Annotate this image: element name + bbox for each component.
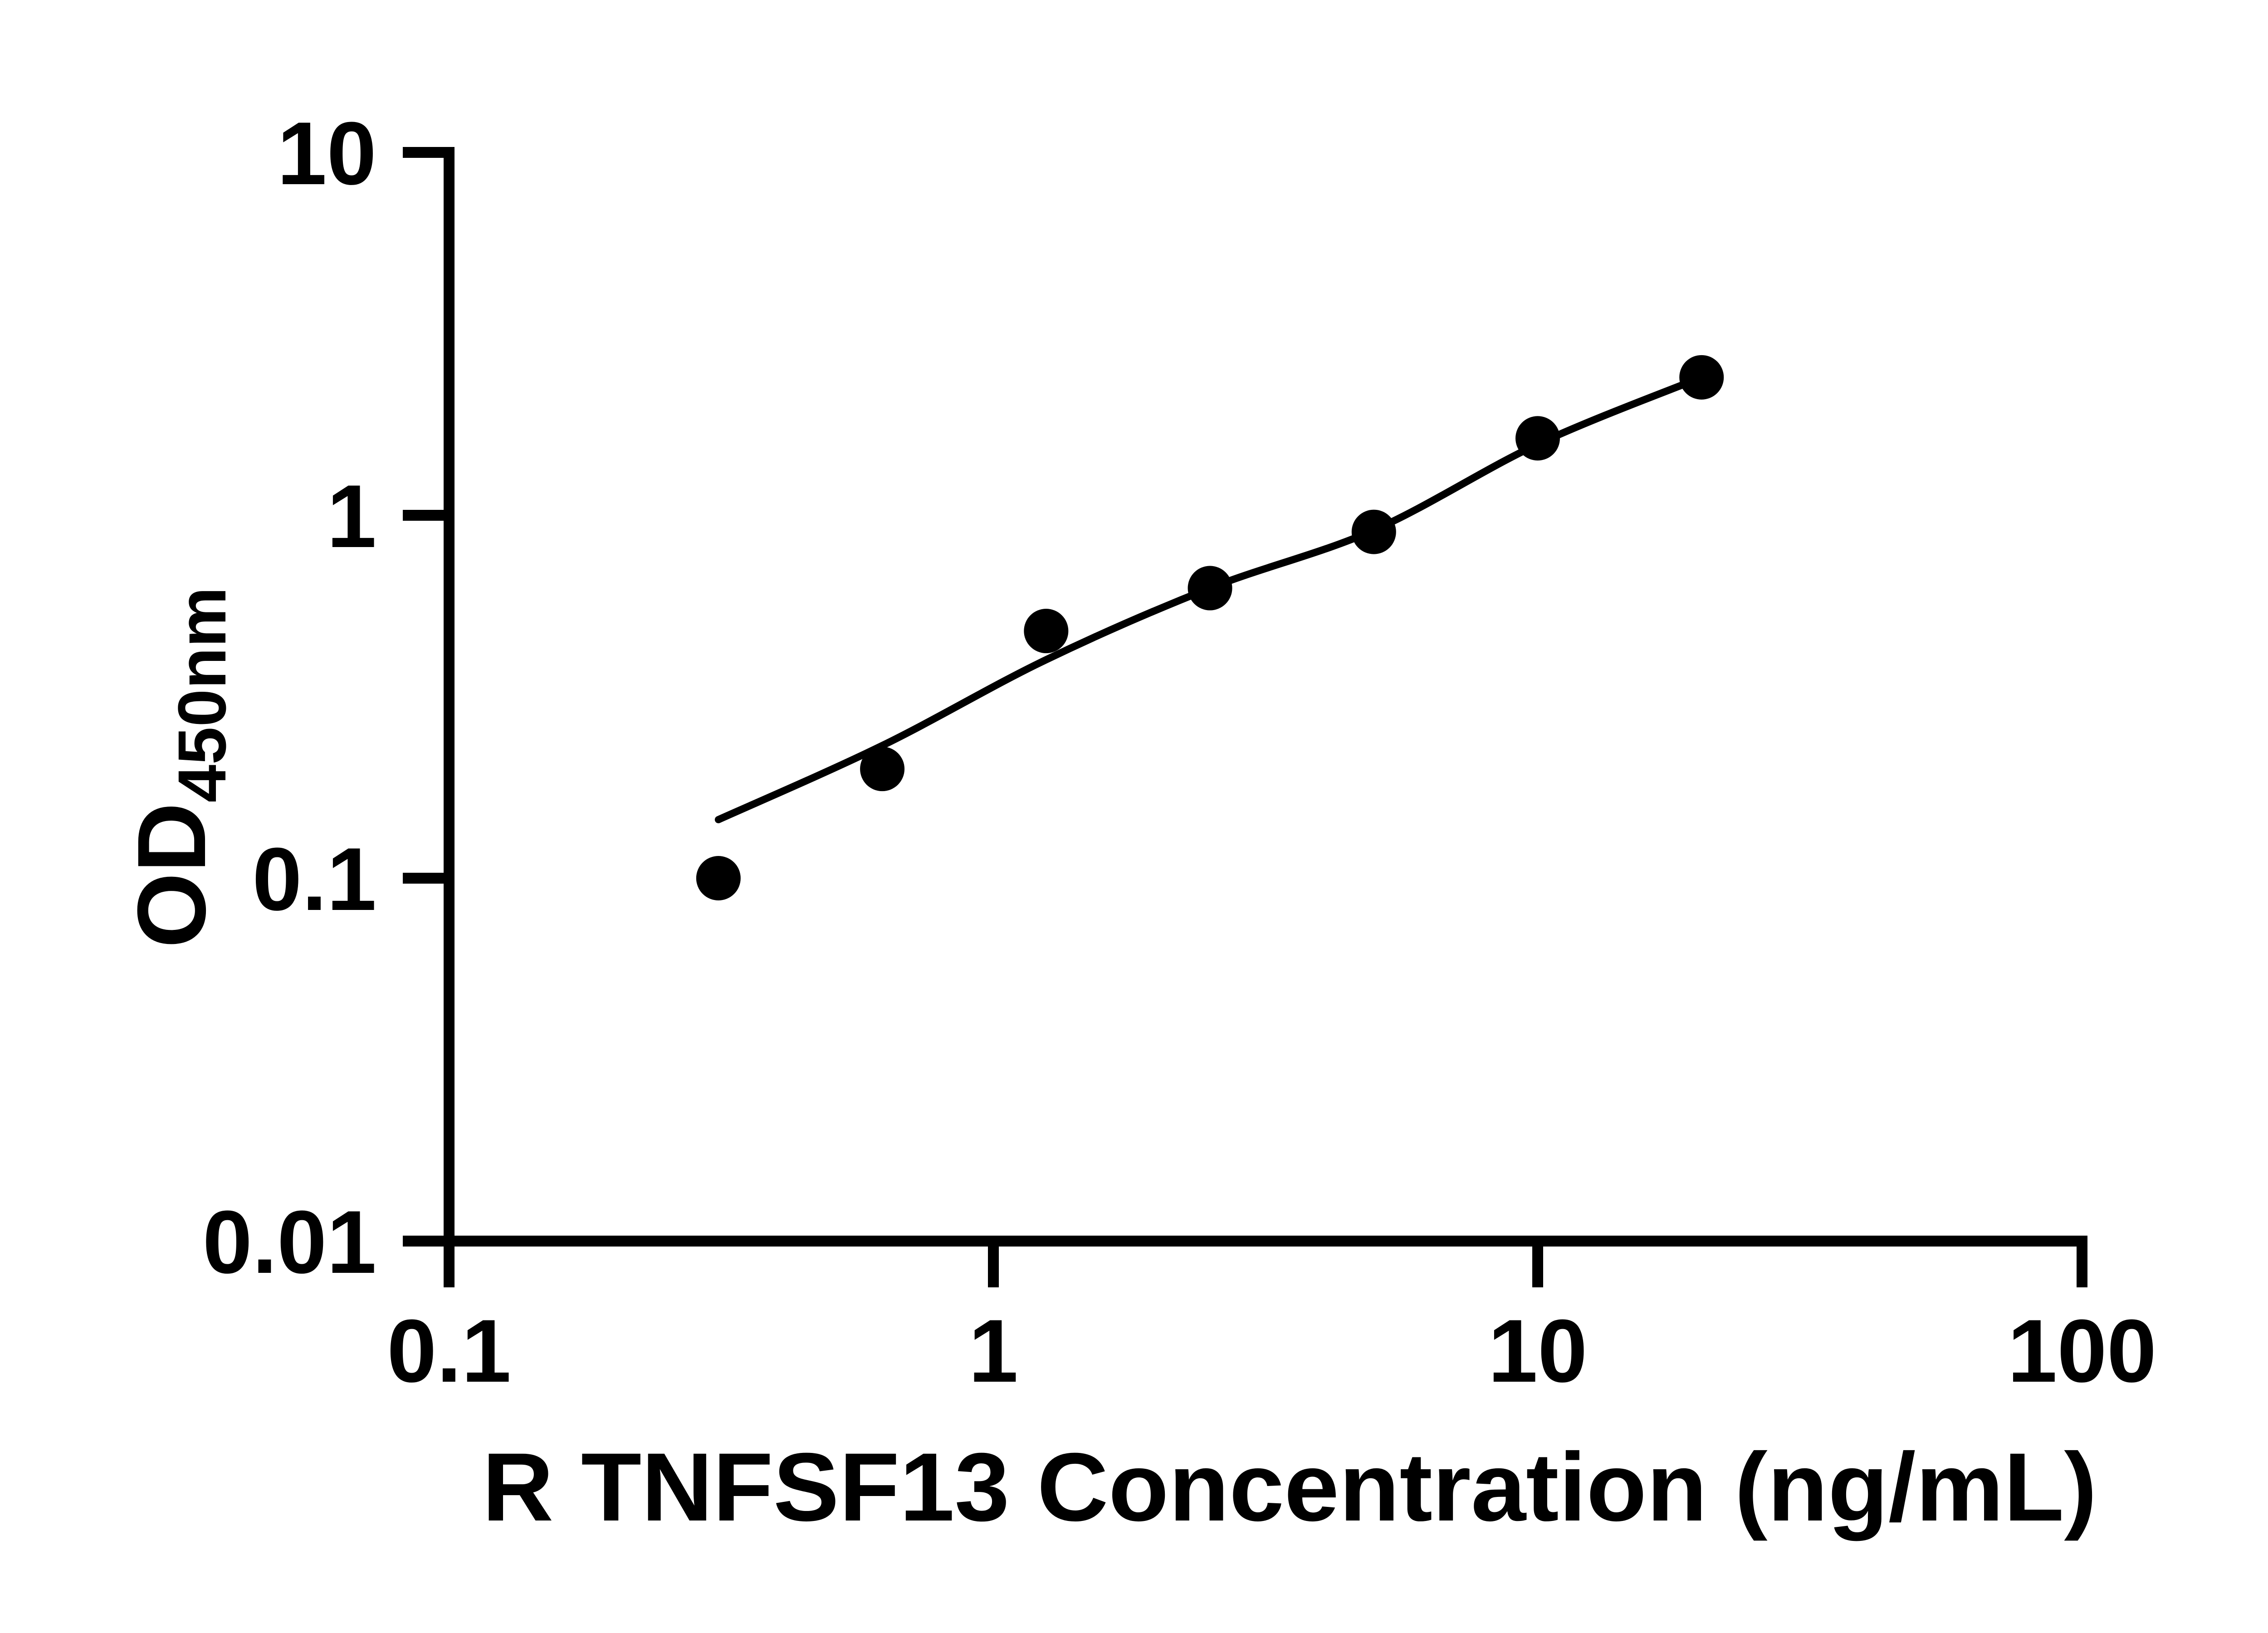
x-tick-label: 10 [1488, 1301, 1587, 1401]
y-tick-label: 0.01 [203, 1192, 376, 1292]
data-point [1024, 609, 1069, 654]
y-axis-ticks [403, 147, 449, 1247]
x-axis-tick-labels: 0.1 1 10 100 [387, 1301, 2156, 1401]
y-axis-tick-labels: 10 1 0.1 0.01 [203, 103, 376, 1292]
data-point [696, 856, 741, 900]
x-tick-label: 0.1 [387, 1301, 511, 1401]
data-point [1188, 566, 1232, 611]
x-tick-label: 100 [2008, 1301, 2157, 1401]
x-axis-ticks [444, 1241, 2087, 1287]
data-point [860, 747, 905, 792]
y-tick-label: 10 [277, 103, 376, 203]
y-tick-label: 0.1 [252, 829, 376, 929]
x-tick-label: 1 [968, 1301, 1018, 1401]
data-point [1351, 509, 1396, 554]
y-axis-title-subscript: 450nm [164, 587, 240, 802]
data-point [1679, 355, 1724, 400]
x-axis-title: R TNFSF13 Concentration (ng/mL) [482, 1433, 2097, 1541]
data-points [696, 355, 1724, 900]
data-point [1515, 416, 1560, 461]
y-axis-title: OD450nm [117, 587, 240, 948]
y-axis-title-main: OD [117, 802, 226, 948]
y-tick-label: 1 [327, 466, 376, 566]
axes [444, 147, 2087, 1247]
